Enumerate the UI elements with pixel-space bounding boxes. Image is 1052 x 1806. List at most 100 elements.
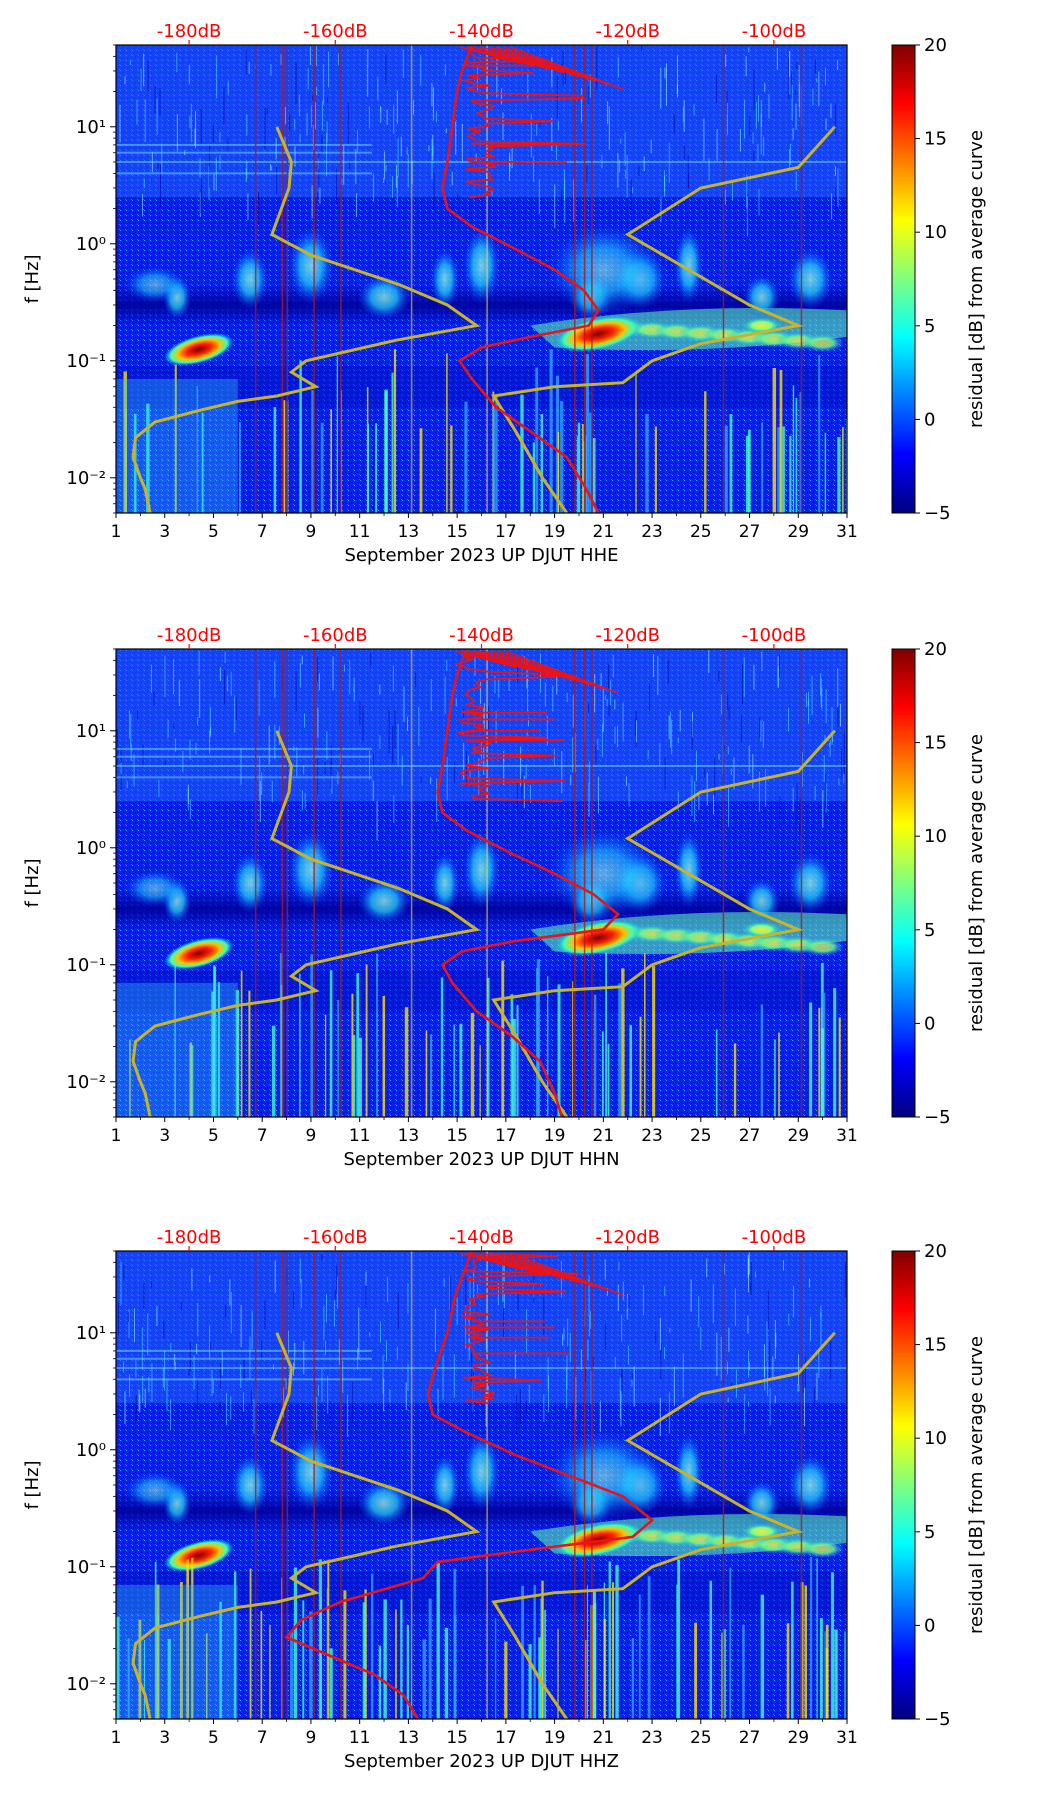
hf-texture-streak: [369, 1332, 371, 1337]
lf-spike: [211, 991, 215, 1117]
hf-texture-streak: [150, 1281, 152, 1289]
hf-texture-streak: [195, 111, 197, 148]
hf-texture-streak: [347, 1395, 349, 1437]
hf-texture-streak: [760, 100, 762, 128]
lf-spike: [715, 1029, 718, 1117]
hf-texture-streak: [296, 747, 298, 777]
hf-texture-streak: [188, 1369, 190, 1376]
low-noise-model: [131, 126, 481, 513]
hf-texture-streak: [763, 136, 765, 156]
x-tick-label: 21: [593, 1126, 615, 1146]
hf-texture-streak: [199, 679, 201, 718]
lf-spike: [174, 964, 176, 1117]
hf-texture-streak: [158, 779, 160, 798]
hf-texture-streak: [573, 179, 575, 222]
lf-spike: [818, 354, 821, 513]
db-axis: -180dB -160dB -140dB -120dB -100dB: [157, 625, 806, 649]
hf-texture-streak: [174, 1361, 176, 1371]
hf-texture-streak: [327, 1375, 329, 1414]
x-tick-label: 25: [690, 1126, 712, 1146]
hf-texture-streak: [570, 775, 572, 786]
hf-texture-streak: [161, 143, 163, 174]
lf-spike: [778, 1032, 780, 1117]
hf-texture-streak: [295, 62, 297, 104]
low-noise-model: [131, 1332, 481, 1719]
lf-spike: [240, 970, 243, 1117]
hf-texture-streak: [384, 151, 386, 180]
hf-texture-streak: [142, 1375, 144, 1403]
hf-texture-streak: [180, 1302, 182, 1311]
lf-spike: [830, 1572, 834, 1719]
hf-texture-streak: [554, 184, 556, 229]
hf-texture-streak: [631, 1378, 633, 1387]
colorbar-tick-label: −5: [924, 503, 951, 524]
hf-texture-streak: [335, 169, 337, 204]
hf-texture-streak: [774, 1395, 776, 1404]
db-axis: -180dB -160dB -140dB -120dB -100dB: [157, 21, 806, 45]
hf-texture-streak: [317, 1385, 319, 1396]
lf-spike: [358, 1037, 362, 1117]
hf-texture-streak: [213, 173, 215, 191]
hf-texture-streak: [455, 121, 457, 155]
hf-texture-streak: [698, 1296, 700, 1328]
db-tick-label: -180dB: [157, 1227, 222, 1248]
y-tick-label: 10⁻¹: [66, 351, 106, 372]
hf-texture-streak: [843, 773, 845, 784]
hf-texture-streak: [420, 776, 422, 783]
lf-spike: [444, 1627, 449, 1719]
lf-spike: [782, 426, 785, 513]
lf-spike: [337, 999, 340, 1117]
hf-texture-streak: [136, 100, 138, 125]
db-tick-label: -180dB: [157, 625, 222, 646]
hf-texture-streak: [747, 1315, 749, 1334]
hf-texture-streak: [581, 87, 583, 123]
hf-texture-streak: [649, 684, 651, 711]
y-axis-label: f [Hz]: [22, 254, 43, 303]
hf-texture-streak: [140, 68, 142, 91]
high-noise-model: [491, 729, 836, 1117]
hf-texture-streak: [724, 190, 726, 205]
lf-spike: [404, 1007, 409, 1117]
lf-spike: [248, 990, 251, 1117]
lf-spike: [283, 400, 286, 513]
hf-texture-streak: [546, 715, 548, 746]
hf-texture-streak: [311, 185, 313, 219]
hf-texture-streak: [463, 742, 465, 780]
hf-texture-streak: [316, 657, 318, 682]
hf-texture-streak: [741, 715, 743, 743]
gap-line: [286, 1251, 289, 1719]
hf-texture-streak: [437, 1388, 439, 1415]
hf-texture-streak: [144, 99, 146, 143]
hf-texture-streak: [795, 89, 797, 95]
psd-curve-fan: [459, 1252, 521, 1270]
lf-spike: [330, 409, 333, 513]
weather-blob: [743, 879, 780, 924]
hf-texture-streak: [307, 68, 309, 90]
hf-texture-streak: [608, 664, 610, 691]
hf-texture-streak: [798, 65, 800, 108]
x-tick-label: 3: [159, 522, 170, 542]
hf-horizontal-line: [116, 755, 372, 758]
x-tick-label: 7: [257, 1126, 268, 1146]
hf-texture-streak: [476, 66, 478, 93]
hf-texture-streak: [589, 1315, 591, 1337]
weather-blob: [358, 1481, 411, 1526]
hf-texture-streak: [745, 56, 747, 77]
hf-texture-streak: [747, 1401, 749, 1407]
hf-texture-streak: [749, 115, 751, 137]
hf-texture-streak: [676, 55, 678, 98]
lf-spike: [320, 1597, 322, 1719]
hot-spot: [555, 919, 642, 956]
lf-spike: [273, 407, 277, 513]
hf-texture-streak: [247, 193, 249, 220]
x-tick-label: 9: [306, 1126, 317, 1146]
hf-texture-streak: [604, 695, 606, 700]
hf-texture-streak: [813, 1387, 815, 1407]
hf-texture-streak: [170, 1343, 172, 1352]
x-tick-label: 7: [257, 522, 268, 542]
hf-texture-streak: [500, 88, 502, 105]
x-tick-label: 31: [836, 522, 858, 542]
y-tick-label: 10⁻¹: [66, 955, 106, 976]
psd-curve-fan: [466, 46, 536, 67]
weather-blob: [743, 1481, 780, 1526]
